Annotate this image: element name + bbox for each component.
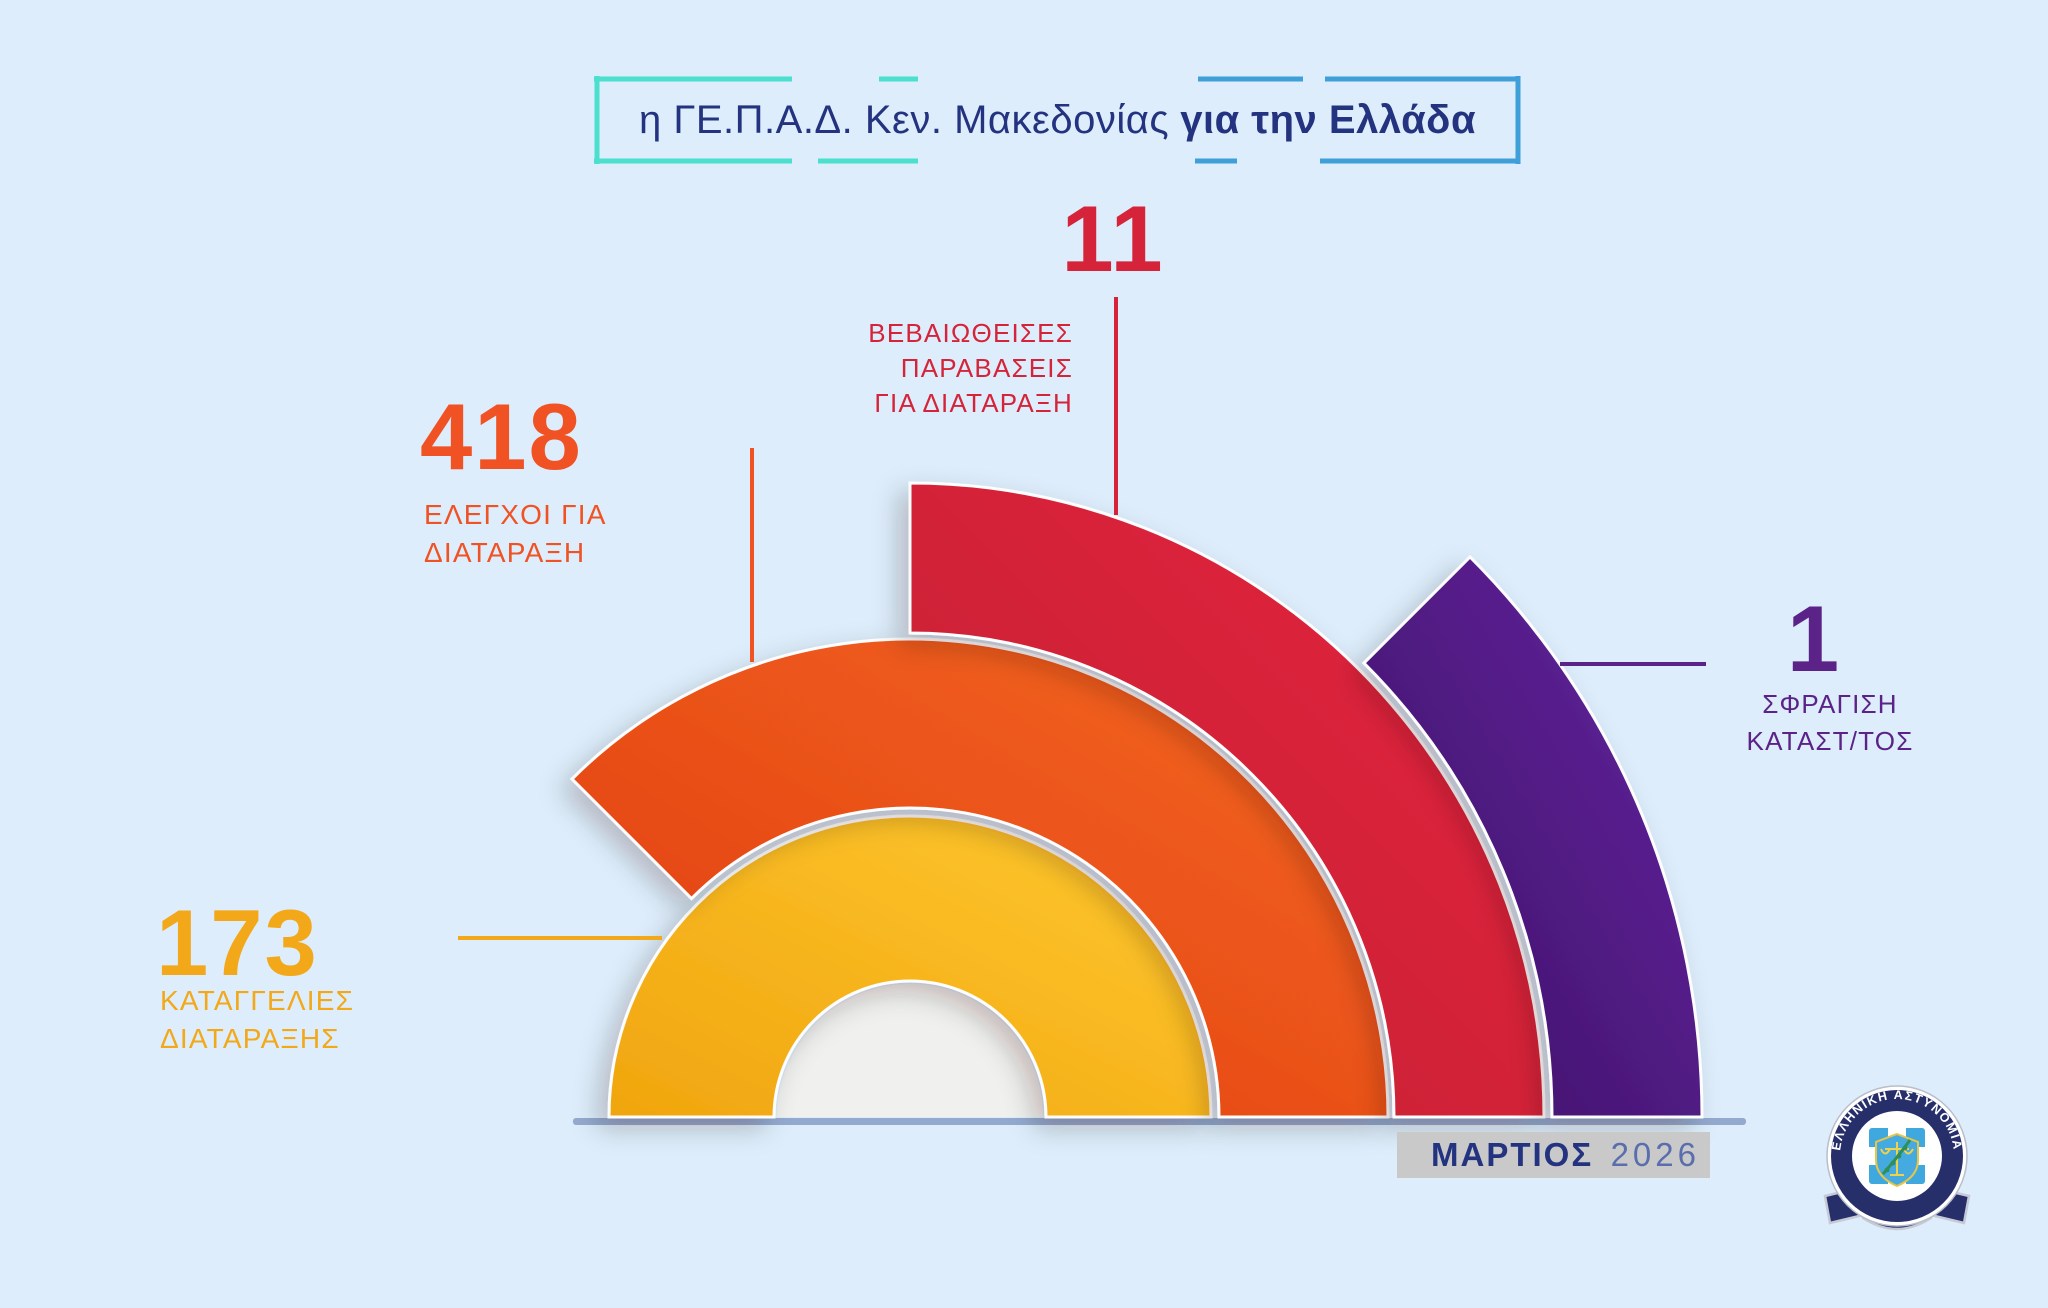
title-prefix: η ΓΕ.Π.Α.Δ. Κεν. Μακεδονίας xyxy=(638,97,1170,142)
hellenic-police-logo: ΕΛΛΗΝΙΚΗ ΑΣΤΥΝΟΜΙΑ xyxy=(1823,1085,1971,1231)
stat-complaints-label-line2: ΔΙΑΤΑΡΑΞΗΣ xyxy=(160,1023,340,1054)
stat-violations-label-line2: ΠΑΡΑΒΑΣΕΙΣ xyxy=(900,353,1073,383)
stat-checks-label-line1: ΕΛΕΓΧΟΙ ΓΙΑ xyxy=(424,499,607,530)
stat-violations-label: ΒΕΒΑΙΩΘΕΙΣΕΣ ΠΑΡΑΒΑΣΕΙΣ ΓΙΑ ΔΙΑΤΑΡΑΞΗ xyxy=(868,316,1073,421)
logo-laurel-leaves xyxy=(1884,1145,1908,1173)
petal-sealing xyxy=(1361,554,1704,1119)
stat-complaints-value: 173 xyxy=(156,890,319,995)
chart-center-disc xyxy=(777,984,1043,1117)
logo-shield xyxy=(1875,1132,1919,1188)
stat-sealing-label: ΣΦΡΑΓΙΣΗ ΚΑΤΑΣΤ/ΤΟΣ xyxy=(1747,686,1914,760)
date-year: 2026 xyxy=(1610,1136,1700,1173)
stat-sealing-label-line2: ΚΑΤΑΣΤ/ΤΟΣ xyxy=(1746,726,1914,756)
title-highlight: για την Ελλάδα xyxy=(1180,97,1477,142)
date-month: ΜΑΡΤΙΟΣ xyxy=(1431,1136,1594,1173)
stat-sealing-label-line1: ΣΦΡΑΓΙΣΗ xyxy=(1762,689,1898,719)
stat-complaints-label-line1: ΚΑΤΑΓΓΕΛΙΕΣ xyxy=(160,985,355,1016)
petal-violations xyxy=(908,481,1546,1119)
stat-violations-label-line1: ΒΕΒΑΙΩΘΕΙΣΕΣ xyxy=(868,318,1073,348)
petal-checks xyxy=(569,637,1390,1119)
petal-complaints xyxy=(607,814,1213,1119)
bracket-teal-segments xyxy=(594,76,918,164)
chart-baseline xyxy=(573,1118,1746,1125)
title-bracket-frame xyxy=(594,76,1521,164)
stat-checks-value: 418 xyxy=(420,384,583,489)
stat-checks-label: ΕΛΕΓΧΟΙ ΓΙΑ ΔΙΑΤΑΡΑΞΗ xyxy=(424,496,607,572)
stat-violations-label-line3: ΓΙΑ ΔΙΑΤΑΡΑΞΗ xyxy=(874,388,1073,418)
bracket-blue-segments xyxy=(1195,76,1521,164)
stat-complaints-label: ΚΑΤΑΓΓΕΛΙΕΣ ΔΙΑΤΑΡΑΞΗΣ xyxy=(160,982,354,1058)
date-box: ΜΑΡΤΙΟΣ 2026 xyxy=(1397,1132,1710,1178)
page-title: η ΓΕ.Π.Α.Δ. Κεν. Μακεδονίας για την Ελλά… xyxy=(594,76,1521,164)
title-box: η ΓΕ.Π.Α.Δ. Κεν. Μακεδονίας για την Ελλά… xyxy=(594,76,1521,164)
stat-violations-value: 11 xyxy=(1061,186,1165,291)
stat-checks-label-line2: ΔΙΑΤΑΡΑΞΗ xyxy=(424,537,586,568)
stat-sealing-value: 1 xyxy=(1786,586,1842,691)
